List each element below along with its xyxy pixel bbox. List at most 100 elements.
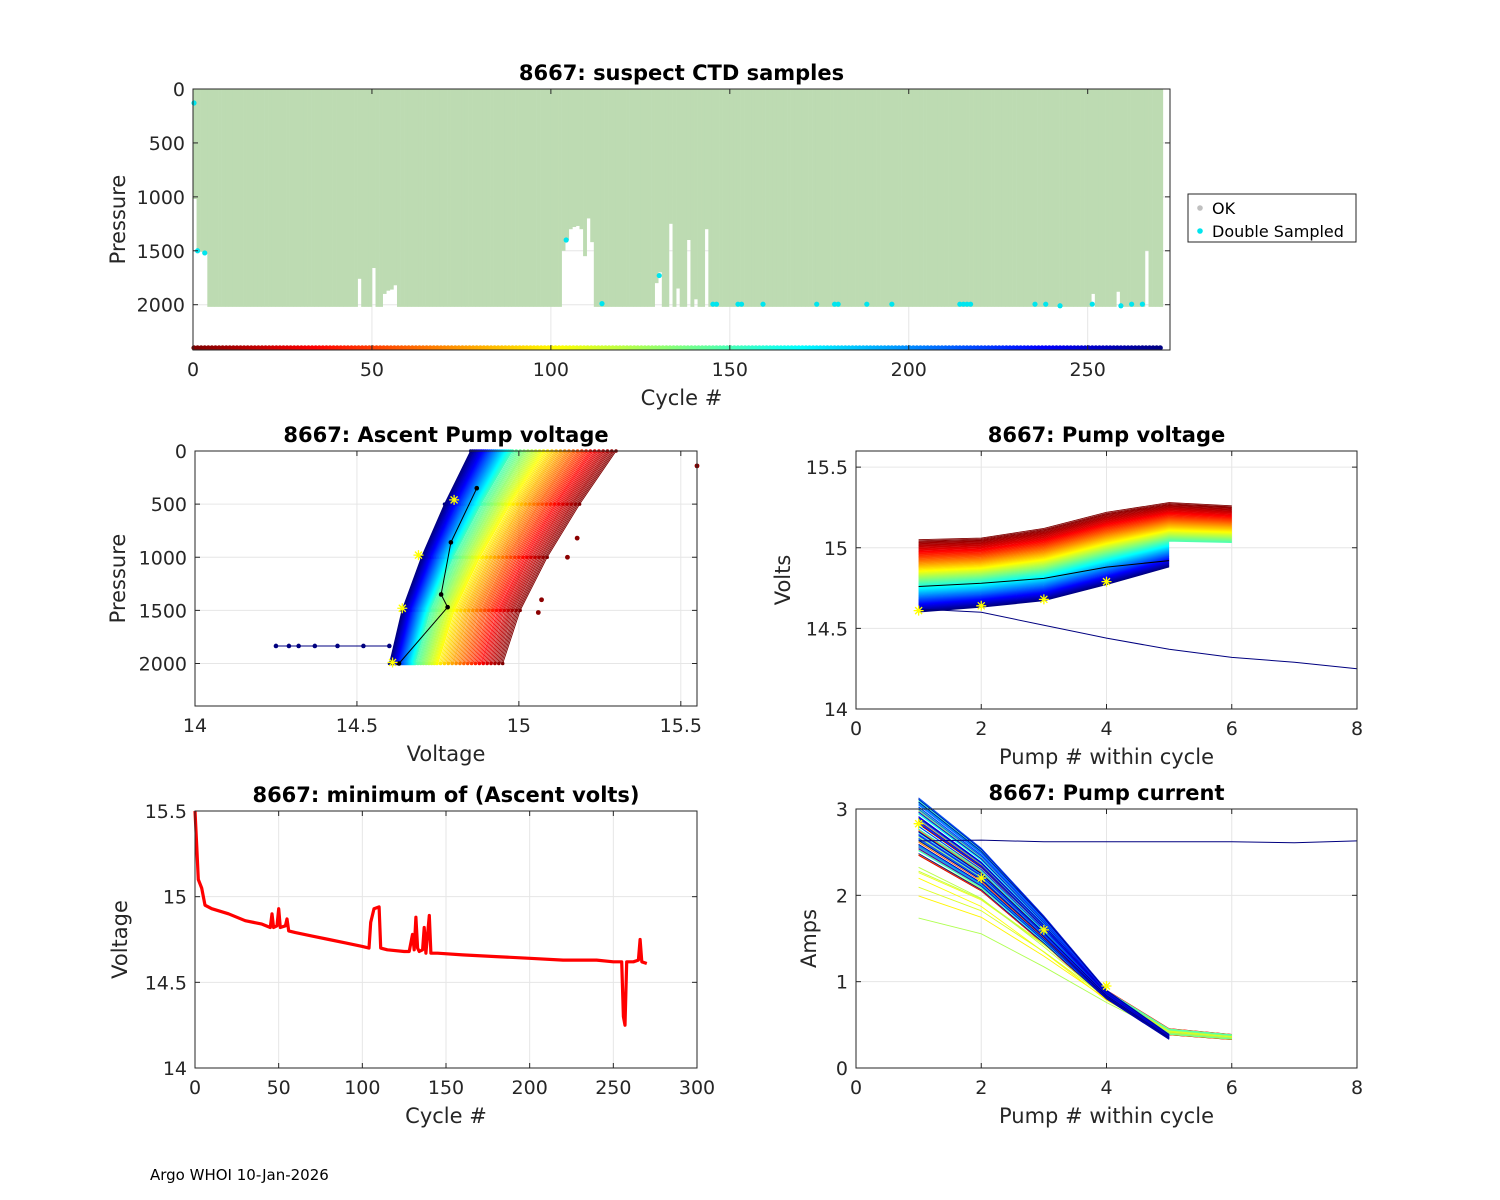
axes-frame: 0 50 100 150 200 250 300 14 14.5 15 15.5 8667: mini… xyxy=(108,783,715,1128)
ok-profile-column xyxy=(418,89,423,307)
legend: OK Double Sampled xyxy=(1187,193,1357,243)
ok-profile-column xyxy=(1048,89,1053,307)
ok-profile-column xyxy=(661,89,666,307)
cycle-marker xyxy=(517,345,523,351)
cycle-marker xyxy=(1000,345,1006,351)
ok-profile-column xyxy=(550,89,555,307)
cycle-marker xyxy=(484,345,491,351)
ok-profile-column xyxy=(894,89,899,307)
cycle-line xyxy=(918,886,1232,1037)
y-tick-label: 1 xyxy=(836,972,848,994)
x-axis-label: Pump # within cycle xyxy=(999,1104,1214,1128)
cycle-marker xyxy=(803,345,809,351)
cycle-marker xyxy=(334,345,340,351)
ok-profile-column xyxy=(1087,89,1092,307)
cycle-line xyxy=(918,513,1232,554)
cycle-marker xyxy=(248,345,254,351)
ok-profile-column xyxy=(754,89,759,307)
cycle-line xyxy=(918,506,1232,546)
cycle-marker xyxy=(402,345,408,351)
ok-profile-column xyxy=(626,89,630,307)
y-tick-label: 0 xyxy=(175,441,187,463)
cycle-line xyxy=(918,527,1232,570)
outlier-point xyxy=(574,535,580,541)
yellow-star xyxy=(1101,980,1112,991)
cycle-line xyxy=(442,450,551,664)
cycle-marker xyxy=(939,345,945,351)
cycle-marker xyxy=(531,345,537,351)
cycle-marker xyxy=(223,345,229,351)
ok-profile-column xyxy=(1155,89,1160,307)
ok-profile-column xyxy=(375,89,380,307)
ok-profile-column xyxy=(228,89,233,307)
cycle-marker xyxy=(660,345,666,351)
ok-profile-column xyxy=(368,89,373,307)
cycle-marker xyxy=(413,345,419,351)
cycle-marker xyxy=(620,345,627,351)
ok-profile-column xyxy=(518,89,523,307)
ok-profile-column xyxy=(1073,89,1078,307)
cycle-line xyxy=(918,535,1232,578)
y-tick-label: 14.5 xyxy=(145,972,187,994)
ok-profile-column xyxy=(296,89,301,307)
cycle-line xyxy=(918,801,1170,1036)
ok-profile-column xyxy=(425,89,430,307)
cycle-marker xyxy=(656,345,662,351)
cycle-marker xyxy=(817,345,823,351)
cycle-marker xyxy=(778,345,784,351)
cycle-marker xyxy=(692,345,698,351)
cycle-marker xyxy=(878,345,884,351)
x-tick-label: 50 xyxy=(267,1077,291,1099)
cycle-marker xyxy=(1107,345,1113,351)
x-tick-label: 6 xyxy=(1226,718,1238,740)
cycle-line xyxy=(469,450,581,664)
ok-profile-column xyxy=(869,89,874,307)
cycle-line xyxy=(477,450,590,664)
cycle-marker xyxy=(1111,345,1117,351)
ok-profile-column xyxy=(1094,89,1099,307)
cycle-marker xyxy=(384,345,390,351)
ok-samples xyxy=(193,89,1164,307)
cycle-marker xyxy=(1061,345,1067,351)
double-sampled-point xyxy=(831,301,838,307)
cycle-marker xyxy=(592,345,598,351)
cycle-marker xyxy=(1078,345,1085,351)
ok-profile-column xyxy=(951,89,956,307)
cycle-marker xyxy=(764,345,770,351)
x-tick-label: 15.5 xyxy=(660,715,702,737)
axes-frame: 0 2 4 6 8 0 1 2 3 8667: Pump current Pump # within… xyxy=(797,781,1363,1128)
cycle-line xyxy=(918,545,1170,589)
cycle-marker xyxy=(831,345,838,351)
chart-title: 8667: minimum of (Ascent volts) xyxy=(252,783,639,807)
cycle-marker xyxy=(699,345,705,351)
cycle-marker xyxy=(513,345,519,351)
ok-profile-column xyxy=(1091,89,1096,294)
cycle-line xyxy=(918,531,1232,573)
chart-title: 8667: Pump current xyxy=(988,781,1224,805)
ok-profile-column xyxy=(880,89,884,307)
cycle-marker xyxy=(921,345,927,351)
cycle-marker xyxy=(520,345,526,351)
ok-profile-column xyxy=(600,89,605,307)
ok-profile-column xyxy=(275,89,280,307)
ok-profile-column xyxy=(937,89,942,307)
ok-profile-column xyxy=(318,89,323,307)
x-axis-label: Voltage xyxy=(407,742,486,766)
cycle-line xyxy=(435,450,543,664)
ok-profile-column xyxy=(901,89,906,307)
ok-profile-column xyxy=(826,89,831,307)
cycle-marker xyxy=(1075,345,1081,351)
ok-profile-column xyxy=(361,89,366,307)
cycle-line xyxy=(918,522,1232,564)
yellow-star xyxy=(1101,576,1112,587)
double-sampled-point xyxy=(563,237,569,243)
cycle-marker xyxy=(696,345,702,351)
cycle-marker xyxy=(617,345,623,351)
ok-profile-column xyxy=(497,89,502,307)
ok-profile-column xyxy=(1019,89,1024,307)
cycle-marker xyxy=(892,345,899,351)
ok-profile-column xyxy=(575,89,580,226)
cycle-marker xyxy=(477,345,483,351)
ok-profile-column xyxy=(1012,89,1017,307)
cycle-marker xyxy=(538,345,544,351)
